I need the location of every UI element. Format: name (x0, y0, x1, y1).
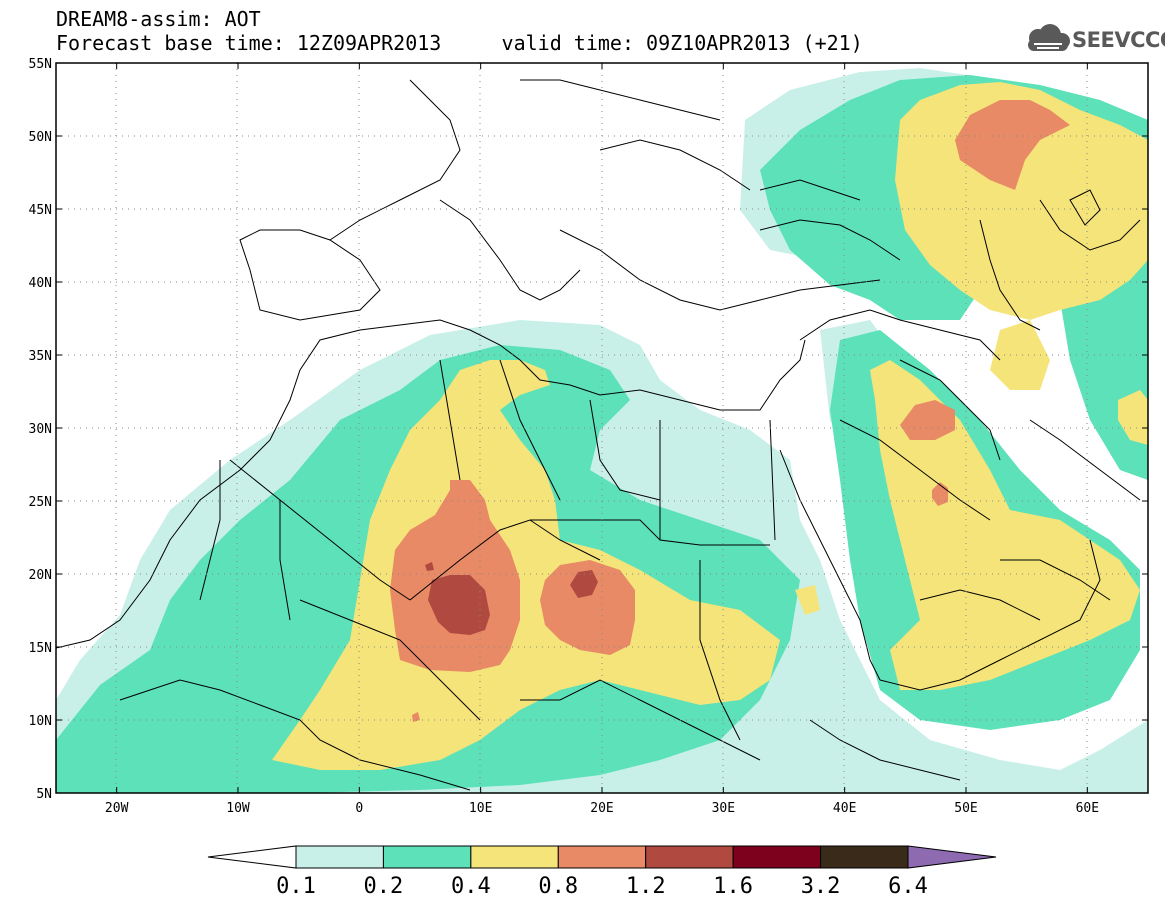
forecast-times: Forecast base time: 12Z09APR2013 valid t… (56, 32, 863, 54)
legend-label: 3.2 (801, 874, 841, 899)
map-title: DREAM8-assim: AOT (56, 7, 261, 31)
lon-label: 10E (469, 801, 492, 816)
lon-label: 40E (833, 801, 856, 816)
base-time: Forecast base time: 12Z09APR2013 (56, 31, 442, 55)
graticule (56, 63, 1148, 793)
lon-label: 0 (355, 801, 363, 816)
lon-label: 60E (1076, 801, 1099, 816)
lon-label: 50E (954, 801, 977, 816)
lon-label: 30E (712, 801, 735, 816)
legend-swatch (820, 845, 909, 869)
lat-label: 25N (29, 495, 52, 510)
lat-label: 55N (29, 57, 52, 72)
legend-label: 6.4 (888, 874, 928, 899)
coastlines (56, 79, 1141, 791)
lon-label: 20W (105, 801, 129, 816)
lat-label: 10N (29, 714, 52, 729)
valid-time: valid time: 09Z10APR2013 (+21) (501, 31, 863, 55)
cloud-icon (1028, 24, 1070, 51)
legend-label: 0.2 (364, 874, 404, 899)
legend-label: 1.2 (626, 874, 666, 899)
axis-ticks (56, 62, 1148, 794)
legend-swatch (382, 845, 472, 869)
aot-level-1-2 (425, 562, 598, 635)
legend-swatch (295, 845, 384, 869)
legend-label: 0.1 (276, 874, 316, 899)
latitude-labels: 55N 50N 45N 40N 35N 30N 25N 20N 15N 10N 5N (29, 57, 52, 802)
logo-text: SEEVCCC (1072, 28, 1165, 52)
lon-label: 20E (590, 801, 613, 816)
lat-label: 20N (29, 568, 52, 583)
lat-label: 40N (29, 276, 52, 291)
legend-swatch (557, 845, 647, 869)
longitude-labels: 20W 10W 0 10E 20E 30E 40E 50E 60E (105, 801, 1099, 816)
legend-swatch-min (207, 845, 297, 869)
lat-label: 30N (29, 422, 52, 437)
lat-label: 5N (36, 787, 52, 802)
legend-swatch-max (907, 845, 997, 869)
legend-label: 0.8 (538, 874, 578, 899)
lat-label: 50N (29, 130, 52, 145)
legend-swatch (645, 845, 734, 869)
legend-swatch (732, 845, 822, 869)
legend-label: 0.4 (451, 874, 491, 899)
lat-label: 45N (29, 203, 52, 218)
legend-swatch (470, 845, 559, 869)
lat-label: 35N (29, 349, 52, 364)
lat-label: 15N (29, 641, 52, 656)
lon-label: 10W (226, 801, 250, 816)
legend-label: 1.6 (713, 874, 753, 899)
